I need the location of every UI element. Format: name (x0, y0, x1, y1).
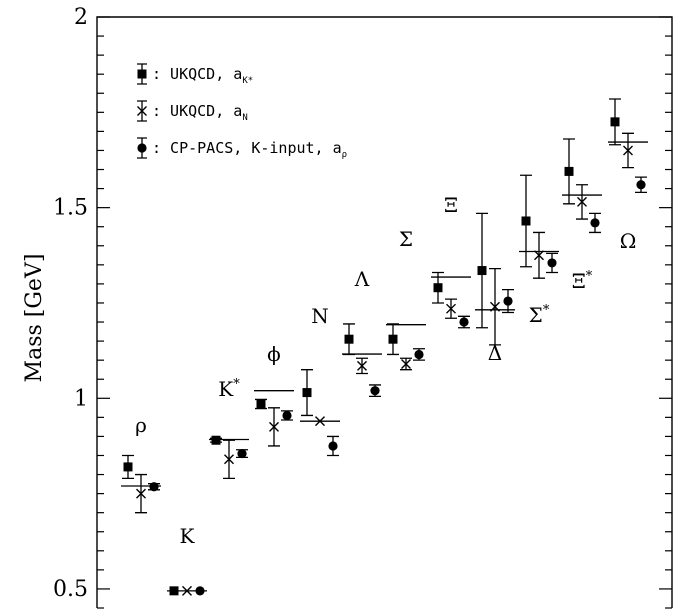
cross-marker (182, 585, 192, 596)
data-marks: ρ K K* ϕ N Λ Σ Ξ Δ Σ* Ξ* Ω (121, 98, 648, 596)
axis-frame (96, 16, 673, 608)
circle-marker (503, 296, 513, 306)
square-marker (433, 283, 443, 293)
square-marker (610, 117, 620, 127)
y-tick-label: 2 (74, 5, 88, 30)
legend-label: : UKQCD, aN (152, 102, 248, 123)
circle-marker (237, 448, 247, 459)
cross-marker (446, 303, 456, 314)
circle-marker (195, 586, 205, 596)
particle-label: ϕ (267, 342, 281, 366)
y-tick-label: 1.5 (53, 196, 88, 221)
plot-frame (96, 16, 673, 608)
y-tick-label: 1 (74, 386, 88, 411)
cross-marker (315, 416, 325, 427)
particle-label: N (311, 304, 329, 328)
cross-marker (490, 301, 500, 312)
particle-label: Λ (354, 267, 370, 291)
circle-marker (459, 317, 469, 327)
particle-label: Σ (399, 227, 413, 251)
y-tick-label: 0.5 (53, 577, 88, 602)
square-marker (521, 216, 531, 226)
legend: : UKQCD, aK* : UKQCD, aN : CP-PACS, K-inpu… (137, 63, 347, 160)
particle-label: ρ (135, 413, 147, 437)
circle-marker (370, 386, 380, 396)
cross-marker (401, 358, 411, 369)
cross-marker (269, 421, 279, 432)
cross-marker (623, 145, 633, 156)
circle-marker (328, 441, 338, 451)
circle-marker (282, 410, 292, 421)
circle-marker (414, 349, 424, 360)
particle-label: Ω (620, 229, 637, 253)
square-marker (256, 399, 266, 409)
particle-label: Ξ (444, 193, 458, 217)
cross-marker (534, 250, 544, 261)
square-marker (477, 266, 487, 276)
circle-marker (636, 180, 646, 190)
particle-label: Δ (488, 341, 502, 365)
square-marker (169, 586, 179, 596)
particle-label: K (180, 524, 196, 548)
legend-cross-marker (137, 106, 147, 116)
circle-marker (149, 482, 159, 492)
cross-marker (136, 488, 146, 499)
square-marker (211, 435, 221, 445)
legend-label: : UKQCD, aK* (152, 65, 253, 86)
cross-marker (357, 360, 367, 371)
legend-label: : CP-PACS, K-input, aρ (152, 139, 347, 160)
circle-marker (547, 258, 557, 268)
square-marker (344, 334, 354, 344)
square-marker (302, 388, 312, 398)
particle-label: Σ* (529, 303, 550, 327)
legend-square-marker (137, 69, 147, 79)
square-marker (388, 334, 398, 344)
y-axis-label: Mass [GeV] (22, 254, 47, 383)
y-axis-ticks: 0.5 1 1.5 2 (53, 5, 672, 609)
particle-label: K* (218, 377, 240, 401)
square-marker (123, 462, 133, 472)
legend-circle-marker (137, 143, 147, 153)
cross-marker (577, 196, 587, 207)
cross-marker (224, 454, 234, 465)
particle-label: Ξ* (572, 269, 593, 293)
square-marker (564, 166, 574, 176)
circle-marker (590, 218, 600, 228)
